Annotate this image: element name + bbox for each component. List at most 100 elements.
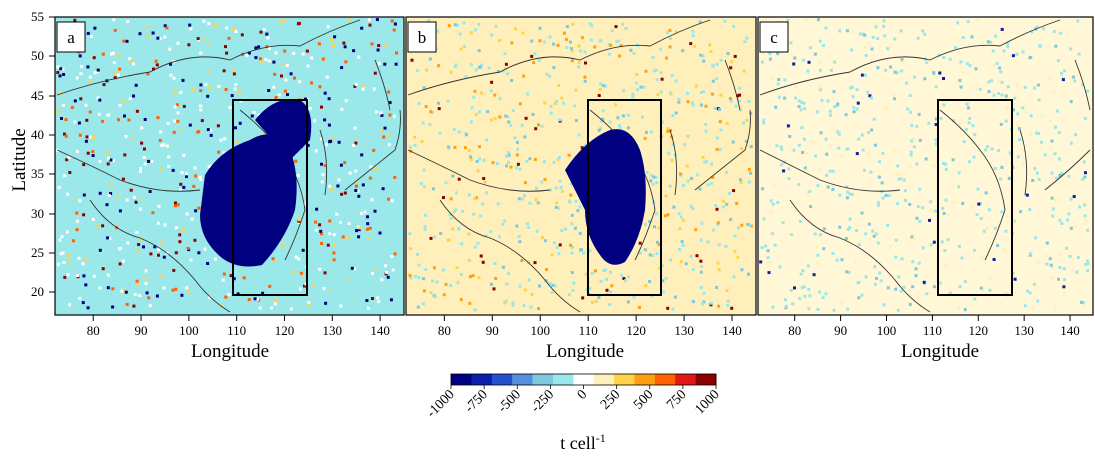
noise-cell — [68, 171, 72, 174]
noise-cell — [925, 61, 929, 65]
noise-cell — [607, 52, 611, 56]
noise-cell — [809, 205, 813, 208]
noise-cell — [510, 41, 514, 45]
noise-cell — [204, 83, 208, 86]
noise-cell — [708, 43, 712, 47]
noise-cell — [234, 83, 238, 86]
noise-cell — [959, 60, 963, 64]
noise-cell — [417, 263, 421, 267]
noise-cell — [915, 216, 919, 220]
noise-cell — [467, 259, 471, 262]
noise-cell — [123, 114, 126, 118]
noise-cell — [388, 101, 392, 105]
noise-cell — [1025, 193, 1029, 197]
noise-cell — [742, 69, 746, 73]
noise-cell — [894, 255, 898, 259]
noise-cell — [803, 107, 807, 110]
noise-cell — [578, 248, 582, 252]
noise-cell — [514, 166, 518, 170]
noise-cell — [478, 65, 481, 69]
noise-cell — [247, 298, 251, 302]
noise-cell — [668, 184, 672, 188]
noise-cell — [743, 40, 747, 44]
noise-cell — [85, 118, 89, 122]
noise-cell — [803, 294, 807, 298]
lon-tick-label: 140 — [1060, 323, 1080, 338]
noise-cell — [179, 128, 183, 132]
noise-cell — [382, 135, 386, 139]
noise-cell — [367, 18, 371, 22]
noise-cell — [636, 88, 640, 92]
noise-cell — [808, 46, 812, 50]
noise-cell — [807, 60, 811, 64]
noise-cell — [778, 265, 782, 269]
noise-cell — [207, 69, 211, 73]
noise-cell — [306, 143, 310, 147]
noise-cell — [138, 32, 142, 36]
noise-cell — [717, 304, 721, 308]
noise-cell — [717, 268, 721, 272]
noise-cell — [540, 124, 544, 128]
noise-cell — [521, 31, 525, 35]
noise-cell — [874, 25, 878, 29]
noise-cell — [88, 135, 92, 139]
lat-tick-label: 50 — [31, 48, 44, 63]
noise-cell — [562, 101, 565, 105]
noise-cell — [1076, 256, 1080, 259]
noise-cell — [749, 171, 753, 175]
noise-cell — [1016, 155, 1020, 159]
noise-cell — [822, 44, 825, 47]
noise-cell — [219, 303, 223, 306]
noise-cell — [97, 112, 101, 116]
noise-cell — [963, 280, 967, 284]
noise-cell — [948, 57, 952, 61]
noise-cell — [994, 34, 997, 38]
noise-cell — [746, 222, 750, 226]
noise-cell — [694, 84, 698, 88]
noise-cell — [644, 284, 648, 288]
noise-cell — [137, 243, 141, 246]
noise-cell — [819, 131, 823, 135]
map-panel-a: a — [54, 16, 405, 316]
noise-cell — [429, 291, 433, 295]
noise-cell — [165, 144, 169, 148]
noise-cell — [318, 223, 322, 227]
noise-cell — [237, 90, 241, 94]
noise-cell — [663, 214, 667, 218]
noise-cell — [301, 248, 305, 252]
noise-cell — [990, 147, 994, 151]
noise-cell — [841, 86, 845, 90]
noise-cell — [605, 288, 609, 292]
noise-cell — [222, 272, 226, 276]
noise-cell — [127, 118, 131, 122]
noise-cell — [429, 110, 433, 114]
noise-cell — [532, 61, 536, 65]
noise-cell — [997, 149, 1001, 152]
noise-cell — [162, 286, 166, 290]
noise-cell — [1037, 98, 1041, 102]
noise-cell — [116, 195, 120, 198]
noise-cell — [1028, 291, 1032, 295]
noise-cell — [958, 285, 962, 289]
noise-cell — [909, 164, 913, 168]
noise-cell — [523, 135, 527, 139]
lon-tick-label: 120 — [626, 323, 646, 338]
noise-cell — [774, 105, 778, 109]
noise-cell — [501, 69, 505, 73]
noise-cell — [82, 274, 86, 278]
noise-cell — [463, 146, 467, 150]
noise-cell — [468, 275, 472, 279]
noise-cell — [137, 198, 140, 202]
noise-cell — [900, 257, 904, 261]
x-axis-label-b: Longitude — [546, 341, 624, 362]
noise-cell — [146, 25, 150, 29]
noise-cell — [537, 307, 541, 311]
noise-cell — [1065, 246, 1069, 250]
noise-cell — [416, 305, 420, 309]
noise-cell — [732, 24, 736, 28]
noise-cell — [416, 252, 420, 256]
noise-cell — [355, 229, 358, 233]
noise-cell — [817, 84, 821, 88]
noise-cell — [695, 173, 699, 177]
noise-cell — [824, 292, 828, 296]
